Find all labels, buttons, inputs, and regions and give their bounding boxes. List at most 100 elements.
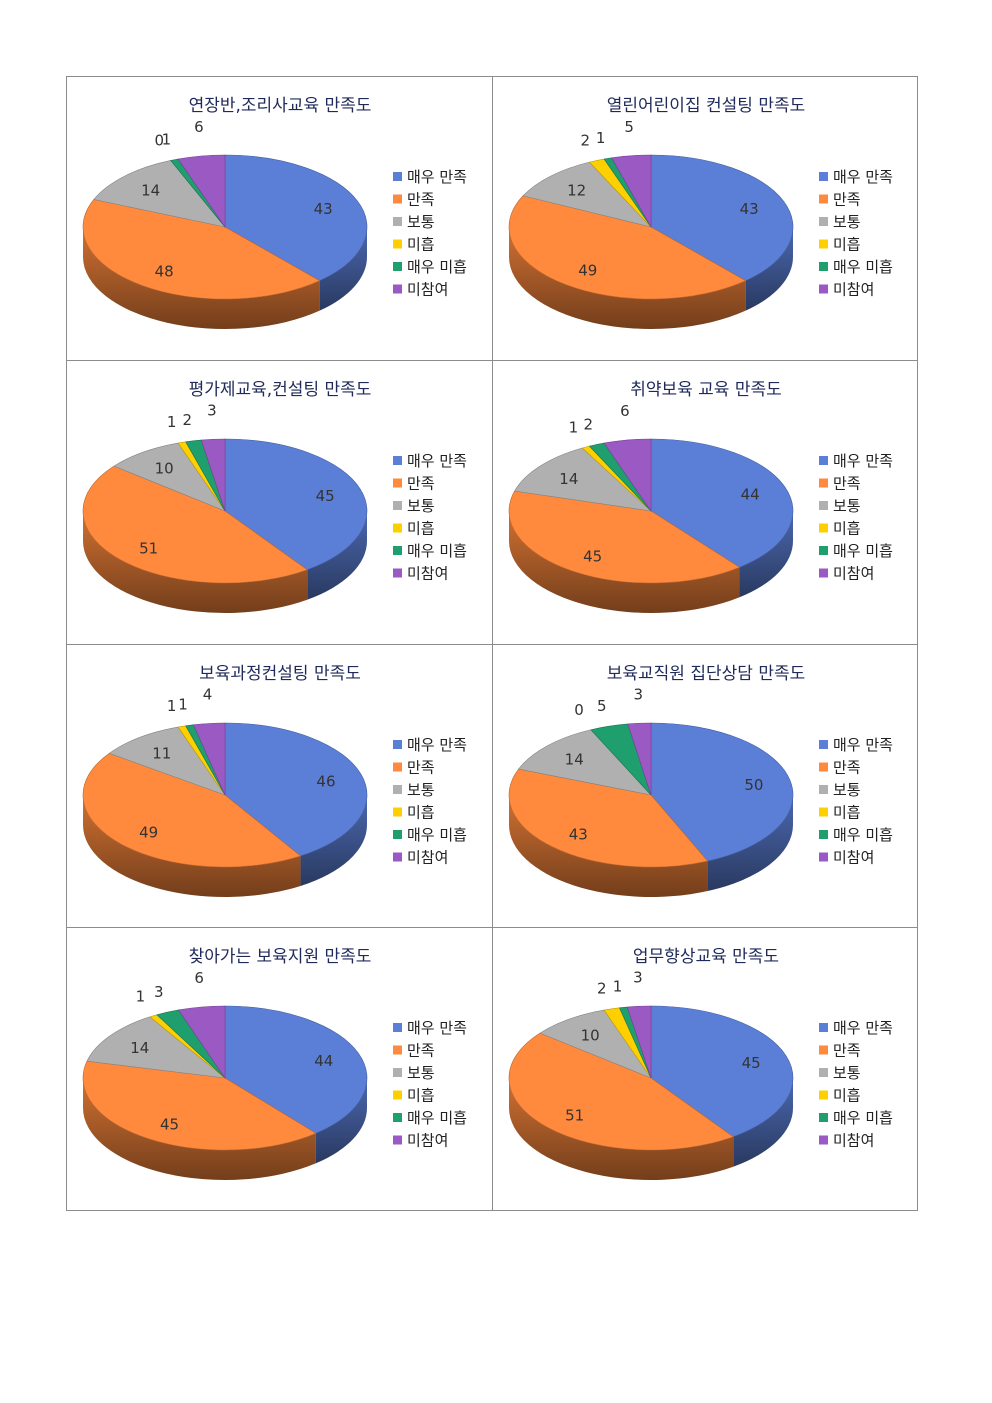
- chart-panel-1: 연장반,조리사교육 만족도 43 48 14 0 1 6 매우 만족 만족 보통 미흡 매우 미흡 미참…: [66, 76, 493, 361]
- legend-swatch: [393, 172, 402, 181]
- legend-entry: 보통: [407, 497, 435, 515]
- data-label: 49: [578, 262, 597, 280]
- chart-panel-3: 평가제교육,컨설팅 만족도 45 51 10 1 2 3 매우 만족 만족 보통 미흡 매우 미흡 미참…: [66, 360, 493, 645]
- legend-entry: 매우 미흡: [407, 826, 467, 844]
- legend-entry: 매우 미흡: [407, 542, 467, 560]
- pie-slice-side: [509, 227, 746, 329]
- legend-entry: 매우 만족: [407, 168, 467, 186]
- pie-slice: [177, 1005, 226, 1079]
- pie-slice: [518, 729, 652, 796]
- data-label: 10: [155, 460, 174, 478]
- legend-swatch: [819, 852, 828, 862]
- legend-swatch: [819, 1090, 828, 1100]
- pie-slice: [508, 490, 741, 584]
- legend-entry: 매우 만족: [407, 736, 467, 754]
- legend-entry: 만족: [833, 1042, 861, 1060]
- legend-swatch: [393, 1113, 402, 1122]
- legend-entry: 미참여: [407, 565, 448, 583]
- pie-slice: [82, 1060, 317, 1151]
- legend-swatch: [819, 785, 828, 794]
- chart-title: 업무향상교육 만족도: [633, 947, 779, 967]
- chart-panel-2: 열린어린이집 컨설팅 만족도 43 49 12 2 1 5 매우 만족 만족 보통 미흡 매우 미흡 미…: [492, 76, 918, 361]
- data-label: 3: [154, 983, 164, 1001]
- data-label: 14: [559, 470, 578, 488]
- data-label: 6: [194, 118, 204, 136]
- legend-swatch: [393, 830, 402, 839]
- legend-swatch: [393, 568, 402, 578]
- legend-swatch: [819, 807, 828, 817]
- legend-swatch: [393, 239, 402, 249]
- legend-entry: 매우 만족: [407, 1019, 467, 1037]
- legend-swatch: [819, 546, 828, 555]
- legend-entry: 만족: [833, 191, 861, 209]
- legend-swatch: [393, 546, 402, 555]
- data-label: 14: [565, 751, 584, 769]
- legend-swatch: [393, 1135, 402, 1145]
- legend-entry: 매우 만족: [833, 1019, 893, 1037]
- data-label: 1: [136, 987, 146, 1005]
- chart-panel-7: 찾아가는 보육지원 만족도 44 45 14 1 3 6 매우 만족 만족 보통 미흡 매우 미흡 미참…: [66, 927, 493, 1211]
- data-label: 45: [160, 1115, 179, 1133]
- pie-slice: [82, 753, 302, 868]
- chart-title: 취약보육 교육 만족도: [630, 380, 782, 400]
- legend-swatch: [393, 1090, 402, 1100]
- pie-slice: [650, 722, 794, 862]
- pie-slice: [650, 1005, 794, 1138]
- legend-swatch: [819, 194, 828, 204]
- data-label: 45: [742, 1054, 761, 1072]
- legend-entry: 매우 만족: [833, 452, 893, 470]
- legend-swatch: [819, 456, 828, 465]
- data-label: 43: [314, 200, 333, 218]
- data-label: 3: [207, 401, 217, 419]
- pie-slice: [522, 161, 652, 228]
- pie-slice: [192, 722, 226, 796]
- legend-swatch: [393, 740, 402, 749]
- legend-entry: 만족: [833, 759, 861, 777]
- legend-entry: 미흡: [407, 520, 435, 538]
- legend-entry: 미흡: [407, 804, 435, 822]
- data-label: 2: [581, 131, 591, 149]
- pie-slice-side: [707, 795, 793, 892]
- legend-entry: 미참여: [407, 849, 448, 867]
- legend-swatch: [819, 1023, 828, 1032]
- pie-slice: [514, 447, 652, 512]
- legend-entry: 미참여: [833, 1132, 874, 1150]
- data-label: 14: [130, 1039, 149, 1057]
- pie-slice: [86, 1016, 226, 1079]
- pie-slice-side: [509, 1078, 734, 1180]
- legend-entry: 만족: [407, 759, 435, 777]
- data-label: 12: [567, 181, 586, 199]
- data-label: 43: [740, 200, 759, 218]
- data-label: 10: [581, 1027, 600, 1045]
- chart-panel-8: 업무향상교육 만족도 45 51 10 2 1 3 매우 만족 만족 보통 미흡 매우 미흡 미참여: [492, 927, 918, 1211]
- legend-swatch: [393, 501, 402, 510]
- legend-entry: 미흡: [833, 804, 861, 822]
- legend-entry: 만족: [833, 475, 861, 493]
- data-label: 45: [583, 547, 602, 565]
- legend-swatch: [393, 807, 402, 817]
- legend-entry: 매우 만족: [833, 736, 893, 754]
- data-label: 44: [314, 1052, 333, 1070]
- legend-swatch: [819, 740, 828, 749]
- data-label: 1: [167, 697, 177, 715]
- chart-title: 보육교직원 집단상담 만족도: [607, 664, 806, 684]
- legend-swatch: [819, 1045, 828, 1055]
- legend-swatch: [393, 762, 402, 772]
- data-label: 48: [155, 262, 174, 280]
- legend-entry: 매우 미흡: [833, 542, 893, 560]
- pie-slice: [508, 768, 709, 868]
- data-label: 1: [178, 696, 188, 714]
- legend-entry: 미참여: [833, 281, 874, 299]
- pie-slice: [508, 195, 747, 300]
- data-label: 1: [596, 129, 606, 147]
- chart-panel-4: 취약보육 교육 만족도 44 45 14 1 2 6 매우 만족 만족 보통 미흡 매우 미흡 미참여: [492, 360, 918, 645]
- legend-entry: 보통: [407, 781, 435, 799]
- pie-slice: [200, 438, 226, 512]
- legend-entry: 매우 미흡: [833, 1109, 893, 1127]
